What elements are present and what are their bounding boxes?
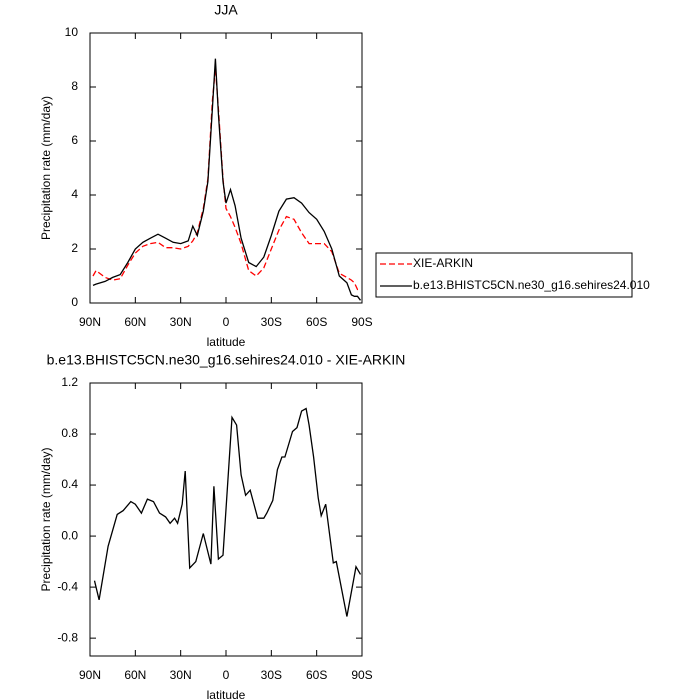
data-line [92,68,361,291]
x-axis-label: latitude [207,335,246,349]
y-tick-label: 2 [71,241,78,255]
chart-title: b.e13.BHISTC5CN.ne30_g16.sehires24.010 -… [47,352,406,368]
legend-label: b.e13.BHISTC5CN.ne30_g16.sehires24.010 [413,278,650,292]
x-tick-label: 90N [79,315,101,329]
y-tick-label: 0.0 [61,528,78,542]
data-line [92,58,362,301]
x-axis-label: latitude [207,688,246,700]
plot-frame [89,382,363,657]
x-tick-label: 60S [306,668,327,682]
y-tick-label: 0.8 [61,426,78,440]
legend-label: XIE-ARKIN [413,256,473,270]
x-tick-label: 60N [124,315,146,329]
x-tick-label: 30N [170,668,192,682]
y-tick-label: 10 [65,25,79,39]
y-tick-label: 0 [71,295,78,309]
y-tick-label: 6 [71,133,78,147]
x-tick-label: 60N [124,668,146,682]
plot-frame [89,32,363,304]
y-tick-label: 8 [71,79,78,93]
chart-title: JJA [214,2,238,18]
y-tick-label: -0.4 [57,579,78,593]
legend-box [375,252,633,298]
y-tick-label: 0.4 [61,477,78,491]
data-line [93,407,362,617]
y-tick-label: -0.8 [57,630,78,644]
x-tick-label: 30S [261,315,282,329]
x-tick-label: 90S [351,315,372,329]
x-tick-label: 90N [79,668,101,682]
x-tick-label: 60S [306,315,327,329]
x-tick-label: 30N [170,315,192,329]
x-tick-label: 0 [223,668,230,682]
x-tick-label: 0 [223,315,230,329]
y-axis-label: Precipitation rate (mm/day) [39,447,53,591]
x-tick-label: 90S [351,668,372,682]
y-tick-label: 1.2 [61,375,78,389]
y-axis-label: Precipitation rate (mm/day) [39,96,53,240]
x-tick-label: 30S [261,668,282,682]
y-tick-label: 4 [71,187,78,201]
